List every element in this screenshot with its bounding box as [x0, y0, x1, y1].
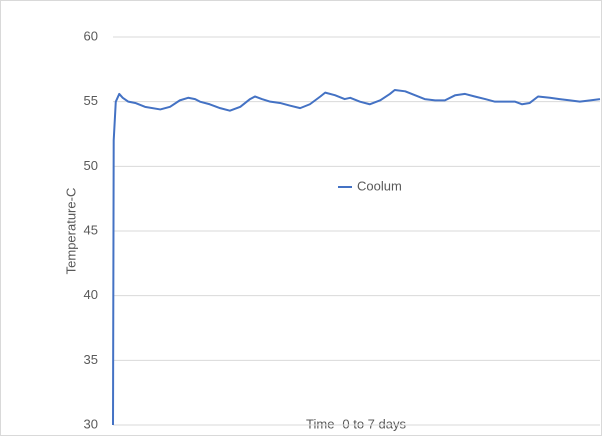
x-axis-label: Time -0 to 7 days — [306, 416, 406, 431]
y-tick-label: 40 — [84, 287, 98, 302]
y-tick-label: 55 — [84, 93, 98, 108]
y-tick-label: 35 — [84, 352, 98, 367]
legend-label: Coolum — [357, 178, 402, 193]
y-tick-label: 50 — [84, 158, 98, 173]
data-line — [112, 89, 601, 426]
y-axis-label: Temperature-C — [63, 188, 78, 275]
y-tick-label: 60 — [84, 28, 98, 43]
y-tick-label: 45 — [84, 222, 98, 237]
y-tick-label: 30 — [84, 416, 98, 431]
